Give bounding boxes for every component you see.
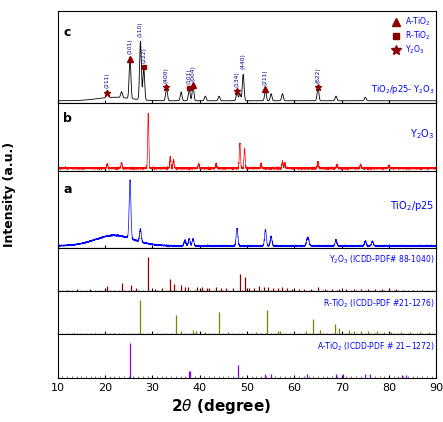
Text: A-TiO$_2$ (ICDD-PDF # 21−1272): A-TiO$_2$ (ICDD-PDF # 21−1272) bbox=[317, 340, 435, 353]
Text: TiO$_2$/p25: TiO$_2$/p25 bbox=[390, 199, 435, 213]
Text: (400): (400) bbox=[164, 67, 169, 83]
Text: Y$_2$O$_3$ (ICDD-PDF# 88-1040): Y$_2$O$_3$ (ICDD-PDF# 88-1040) bbox=[329, 254, 435, 266]
Text: (110): (110) bbox=[138, 21, 143, 37]
Text: (211): (211) bbox=[105, 73, 110, 89]
Text: TiO$_2$/p25- Y$_2$O$_3$: TiO$_2$/p25- Y$_2$O$_3$ bbox=[371, 83, 435, 96]
Text: (622): (622) bbox=[315, 67, 320, 83]
Legend: A-TiO$_2$, R-TiO$_2$, Y$_2$O$_3$: A-TiO$_2$, R-TiO$_2$, Y$_2$O$_3$ bbox=[388, 15, 431, 56]
Text: (211): (211) bbox=[263, 69, 268, 85]
Text: (134): (134) bbox=[234, 72, 240, 87]
Text: a: a bbox=[63, 183, 72, 195]
Text: (101): (101) bbox=[128, 39, 132, 54]
Text: 2$\theta$ (degree): 2$\theta$ (degree) bbox=[171, 397, 272, 416]
Text: Y$_2$O$_3$: Y$_2$O$_3$ bbox=[410, 127, 435, 141]
Text: c: c bbox=[63, 27, 70, 40]
Text: (101): (101) bbox=[187, 68, 192, 84]
Text: (222): (222) bbox=[141, 47, 146, 63]
Text: (004): (004) bbox=[190, 65, 195, 81]
Text: R-TiO$_2$ (ICDD-PDF #21-1276): R-TiO$_2$ (ICDD-PDF #21-1276) bbox=[323, 297, 435, 310]
Text: Intensity (a.u.): Intensity (a.u.) bbox=[3, 141, 16, 247]
Text: b: b bbox=[63, 112, 72, 125]
Text: (440): (440) bbox=[241, 53, 246, 69]
